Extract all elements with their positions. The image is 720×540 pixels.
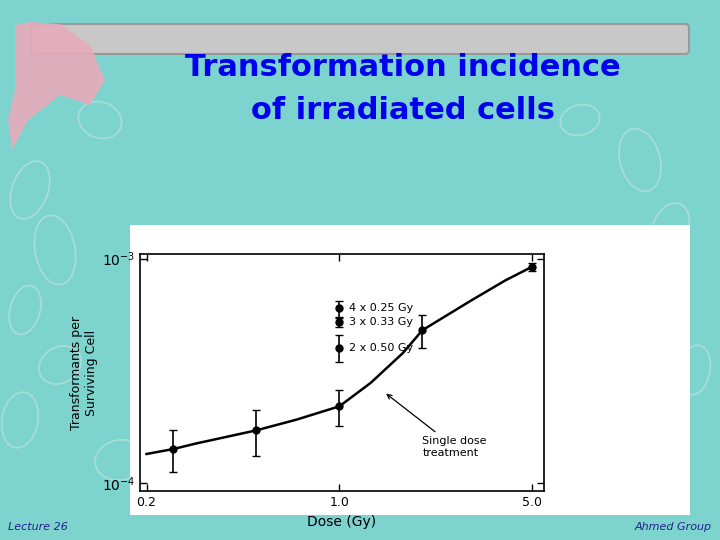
Polygon shape (8, 22, 105, 150)
Text: Transformation incidence: Transformation incidence (185, 53, 621, 82)
X-axis label: Dose (Gy): Dose (Gy) (307, 515, 377, 529)
FancyBboxPatch shape (130, 225, 690, 515)
Y-axis label: Transformants per
Surviving Cell: Transformants per Surviving Cell (70, 315, 98, 430)
Text: Lecture 26: Lecture 26 (8, 522, 68, 532)
Text: Single dose
treatment: Single dose treatment (387, 395, 487, 458)
Text: Ahmed Group: Ahmed Group (635, 522, 712, 532)
Text: 4 x 0.25 Gy: 4 x 0.25 Gy (348, 303, 413, 313)
Text: 3 x 0.33 Gy: 3 x 0.33 Gy (348, 318, 413, 327)
Text: of irradiated cells: of irradiated cells (251, 96, 555, 125)
Text: 2 x 0.50 Gy: 2 x 0.50 Gy (348, 343, 413, 353)
FancyBboxPatch shape (31, 24, 689, 54)
